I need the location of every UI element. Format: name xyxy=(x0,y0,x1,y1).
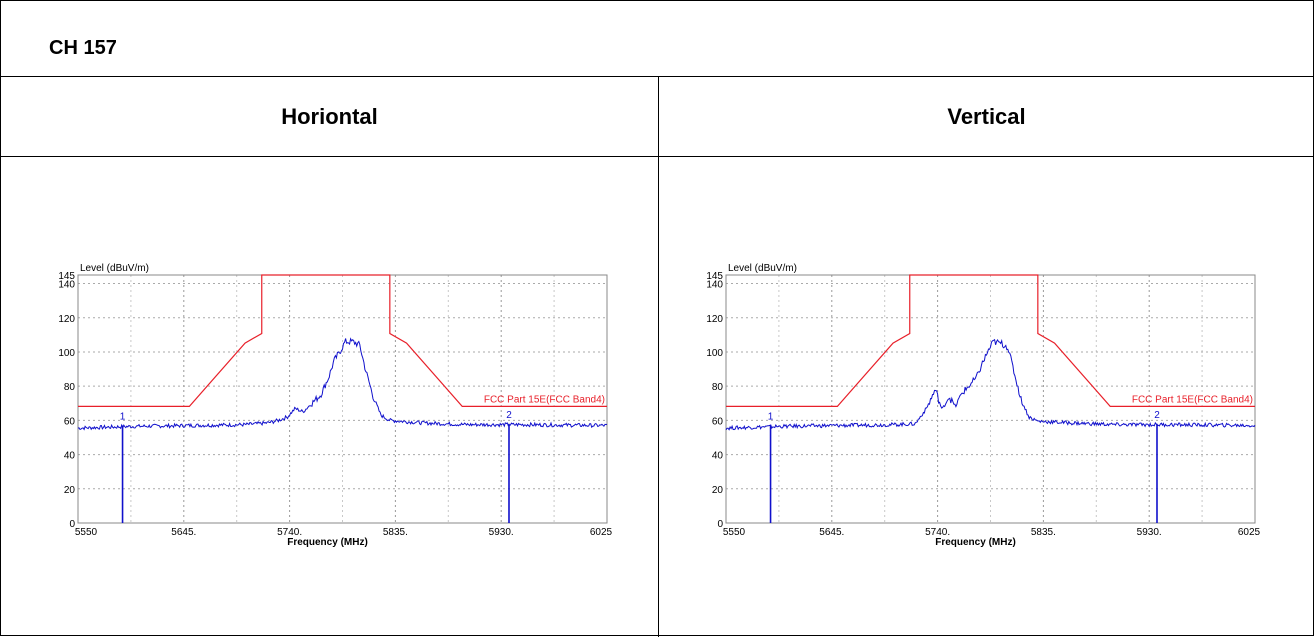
y-tick-label: 140 xyxy=(58,280,75,291)
limit-line-label: FCC Part 15E(FCC Band4) xyxy=(1132,394,1253,405)
y-axis-label: Level (dBuV/m) xyxy=(728,263,797,274)
chart-horizontal: 0 20 40 60 80 100 120 140 145 5550 5645. 5740. 5835.… xyxy=(42,255,632,555)
y-tick-label: 40 xyxy=(712,451,724,462)
column-header-vertical: Vertical xyxy=(947,103,1026,129)
x-tick-label: 5645. xyxy=(171,527,196,538)
x-axis-label: Frequency (MHz) xyxy=(935,537,1016,548)
x-tick-label: 5740. xyxy=(925,527,950,538)
marker-label: 1 xyxy=(120,412,126,423)
x-axis-label: Frequency (MHz) xyxy=(287,537,368,548)
title-row: CH 157 xyxy=(1,1,1313,77)
y-tick-label: 20 xyxy=(712,485,724,496)
y-tick-label: 100 xyxy=(58,348,75,359)
y-tick-label: 80 xyxy=(712,382,724,393)
channel-title: CH 157 xyxy=(49,37,117,59)
y-tick-label: 0 xyxy=(717,519,723,530)
y-tick-label: 120 xyxy=(706,314,723,325)
y-tick-label: 80 xyxy=(64,382,76,393)
x-tick-label: 5835. xyxy=(1031,527,1056,538)
limit-line xyxy=(726,274,1255,407)
header-row: Horiontal Vertical xyxy=(1,77,1313,157)
y-tick-label: 145 xyxy=(706,271,723,282)
marker-label: 1 xyxy=(768,412,774,423)
limit-line-label: FCC Part 15E(FCC Band4) xyxy=(484,394,605,405)
column-divider xyxy=(658,77,659,637)
y-tick-label: 60 xyxy=(64,416,76,427)
x-tick-label: 5740. xyxy=(277,527,302,538)
y-tick-label: 100 xyxy=(706,348,723,359)
x-tick-label: 5930. xyxy=(489,527,514,538)
x-tick-label: 5645. xyxy=(819,527,844,538)
x-tick-label: 5930. xyxy=(1137,527,1162,538)
y-tick-label: 60 xyxy=(712,416,724,427)
x-tick-label: 6025 xyxy=(1238,527,1261,538)
column-header-horizontal: Horiontal xyxy=(281,103,378,129)
y-tick-label: 20 xyxy=(64,485,76,496)
emission-trace xyxy=(77,337,608,431)
y-tick-label: 140 xyxy=(706,280,723,291)
y-tick-label: 145 xyxy=(58,271,75,282)
y-axis-label: Level (dBuV/m) xyxy=(80,263,149,274)
x-tick-label: 5835. xyxy=(383,527,408,538)
x-tick-label: 6025 xyxy=(590,527,613,538)
x-tick-label: 5550 xyxy=(75,527,98,538)
emission-trace xyxy=(725,338,1256,431)
marker-label: 2 xyxy=(506,410,512,421)
x-tick-label: 5550 xyxy=(723,527,746,538)
marker-label: 2 xyxy=(1154,410,1160,421)
y-tick-label: 120 xyxy=(58,314,75,325)
y-tick-label: 40 xyxy=(64,451,76,462)
chart-vertical: 0 20 40 60 80 100 120 140 145 5550 5645. 5740. 5835.… xyxy=(690,255,1280,555)
y-tick-label: 0 xyxy=(69,519,75,530)
limit-line xyxy=(78,274,607,407)
